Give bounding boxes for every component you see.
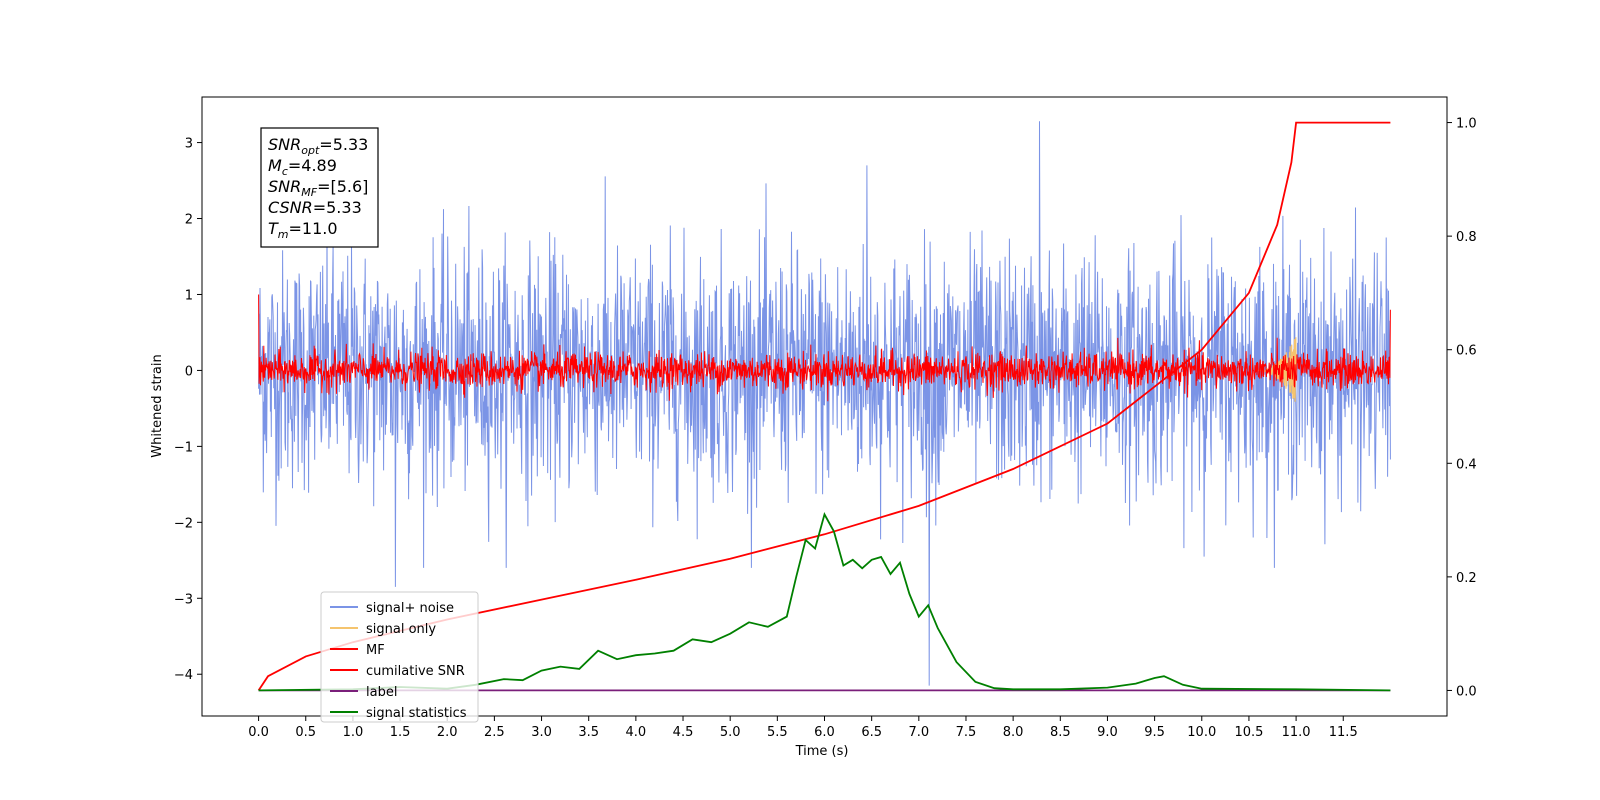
x-tick-label: 10.5 — [1234, 725, 1263, 740]
x-tick-label: 0.5 — [295, 725, 316, 740]
x-tick-label: 3.5 — [578, 725, 599, 740]
x-tick-label: 6.0 — [814, 725, 835, 740]
y-right-tick-label: 0.8 — [1456, 230, 1477, 245]
legend-entry: signal only — [366, 622, 436, 637]
y-right-tick-label: 0.0 — [1456, 684, 1477, 699]
series-line-signal-only — [1258, 337, 1297, 402]
series-line-signal-statistics — [258, 512, 1391, 692]
legend-entry: cumilative SNR — [366, 664, 465, 679]
x-tick-label: 9.0 — [1097, 725, 1118, 740]
series-line-signal-noise — [258, 121, 1391, 686]
x-tick-label: 2.0 — [437, 725, 458, 740]
x-tick-label: 1.0 — [343, 725, 364, 740]
y-right-tick-label: 0.6 — [1456, 344, 1477, 359]
annotation-line: Tm=11.0 — [268, 219, 338, 241]
x-tick-label: 0.0 — [248, 725, 269, 740]
x-tick-label: 7.5 — [956, 725, 977, 740]
y-left-tick-label: 0 — [185, 364, 193, 379]
y-right-tick-label: 0.4 — [1456, 457, 1477, 472]
x-tick-label: 8.0 — [1003, 725, 1024, 740]
legend-entry: MF — [366, 643, 385, 658]
y-left-tick-label: 1 — [185, 288, 193, 303]
x-tick-label: 6.5 — [861, 725, 882, 740]
annotation-line: CSNR=5.33 — [268, 198, 362, 217]
y-left-tick-label: −2 — [174, 516, 193, 531]
y-axis-left: −4 −3 −2 −1 0 1 2 3 — [174, 137, 202, 683]
y-axis-right: 0.0 0.2 0.4 0.6 0.8 1.0 — [1447, 117, 1477, 699]
y-left-tick-label: −4 — [174, 668, 193, 683]
legend: signal+ noise signal only MF cumilative SNR… — [320, 591, 479, 723]
series-line-mf — [258, 294, 1391, 402]
y-left-tick-label: 2 — [185, 213, 193, 228]
x-tick-label: 3.0 — [531, 725, 552, 740]
x-tick-label: 5.0 — [720, 725, 741, 740]
y-right-tick-label: 0.2 — [1456, 571, 1477, 586]
x-tick-label: 2.5 — [484, 725, 505, 740]
x-tick-label: 8.5 — [1050, 725, 1071, 740]
x-axis-label: Time (s) — [795, 744, 849, 759]
x-axis: 0.0 0.5 1.0 1.5 2.0 2.5 3.0 3.5 4.0 4.5 5.0 5.5 6.0 6… — [248, 716, 1358, 740]
x-tick-label: 4.0 — [626, 725, 647, 740]
legend-entry: signal+ noise — [366, 601, 454, 616]
annotation-line: SNRopt=5.33 — [268, 135, 368, 157]
x-tick-label: 9.5 — [1144, 725, 1165, 740]
legend-entry: label — [366, 685, 397, 700]
x-tick-label: 1.5 — [390, 725, 411, 740]
x-tick-label: 11.0 — [1282, 725, 1311, 740]
x-tick-label: 5.5 — [767, 725, 788, 740]
annotation-line: SNRMF=[5.6] — [268, 177, 368, 199]
x-tick-label: 10.0 — [1187, 725, 1216, 740]
legend-entry: signal statistics — [366, 706, 467, 721]
annotation-line: Mc=4.89 — [268, 156, 337, 178]
y-axis-label-left: Whitened strain — [150, 354, 165, 457]
y-left-tick-label: 3 — [185, 137, 193, 152]
y-left-tick-label: −1 — [174, 440, 193, 455]
x-tick-label: 7.0 — [908, 725, 929, 740]
y-left-tick-label: −3 — [174, 592, 193, 607]
x-tick-label: 11.5 — [1329, 725, 1358, 740]
x-tick-label: 4.5 — [673, 725, 694, 740]
y-right-tick-label: 1.0 — [1456, 117, 1477, 132]
